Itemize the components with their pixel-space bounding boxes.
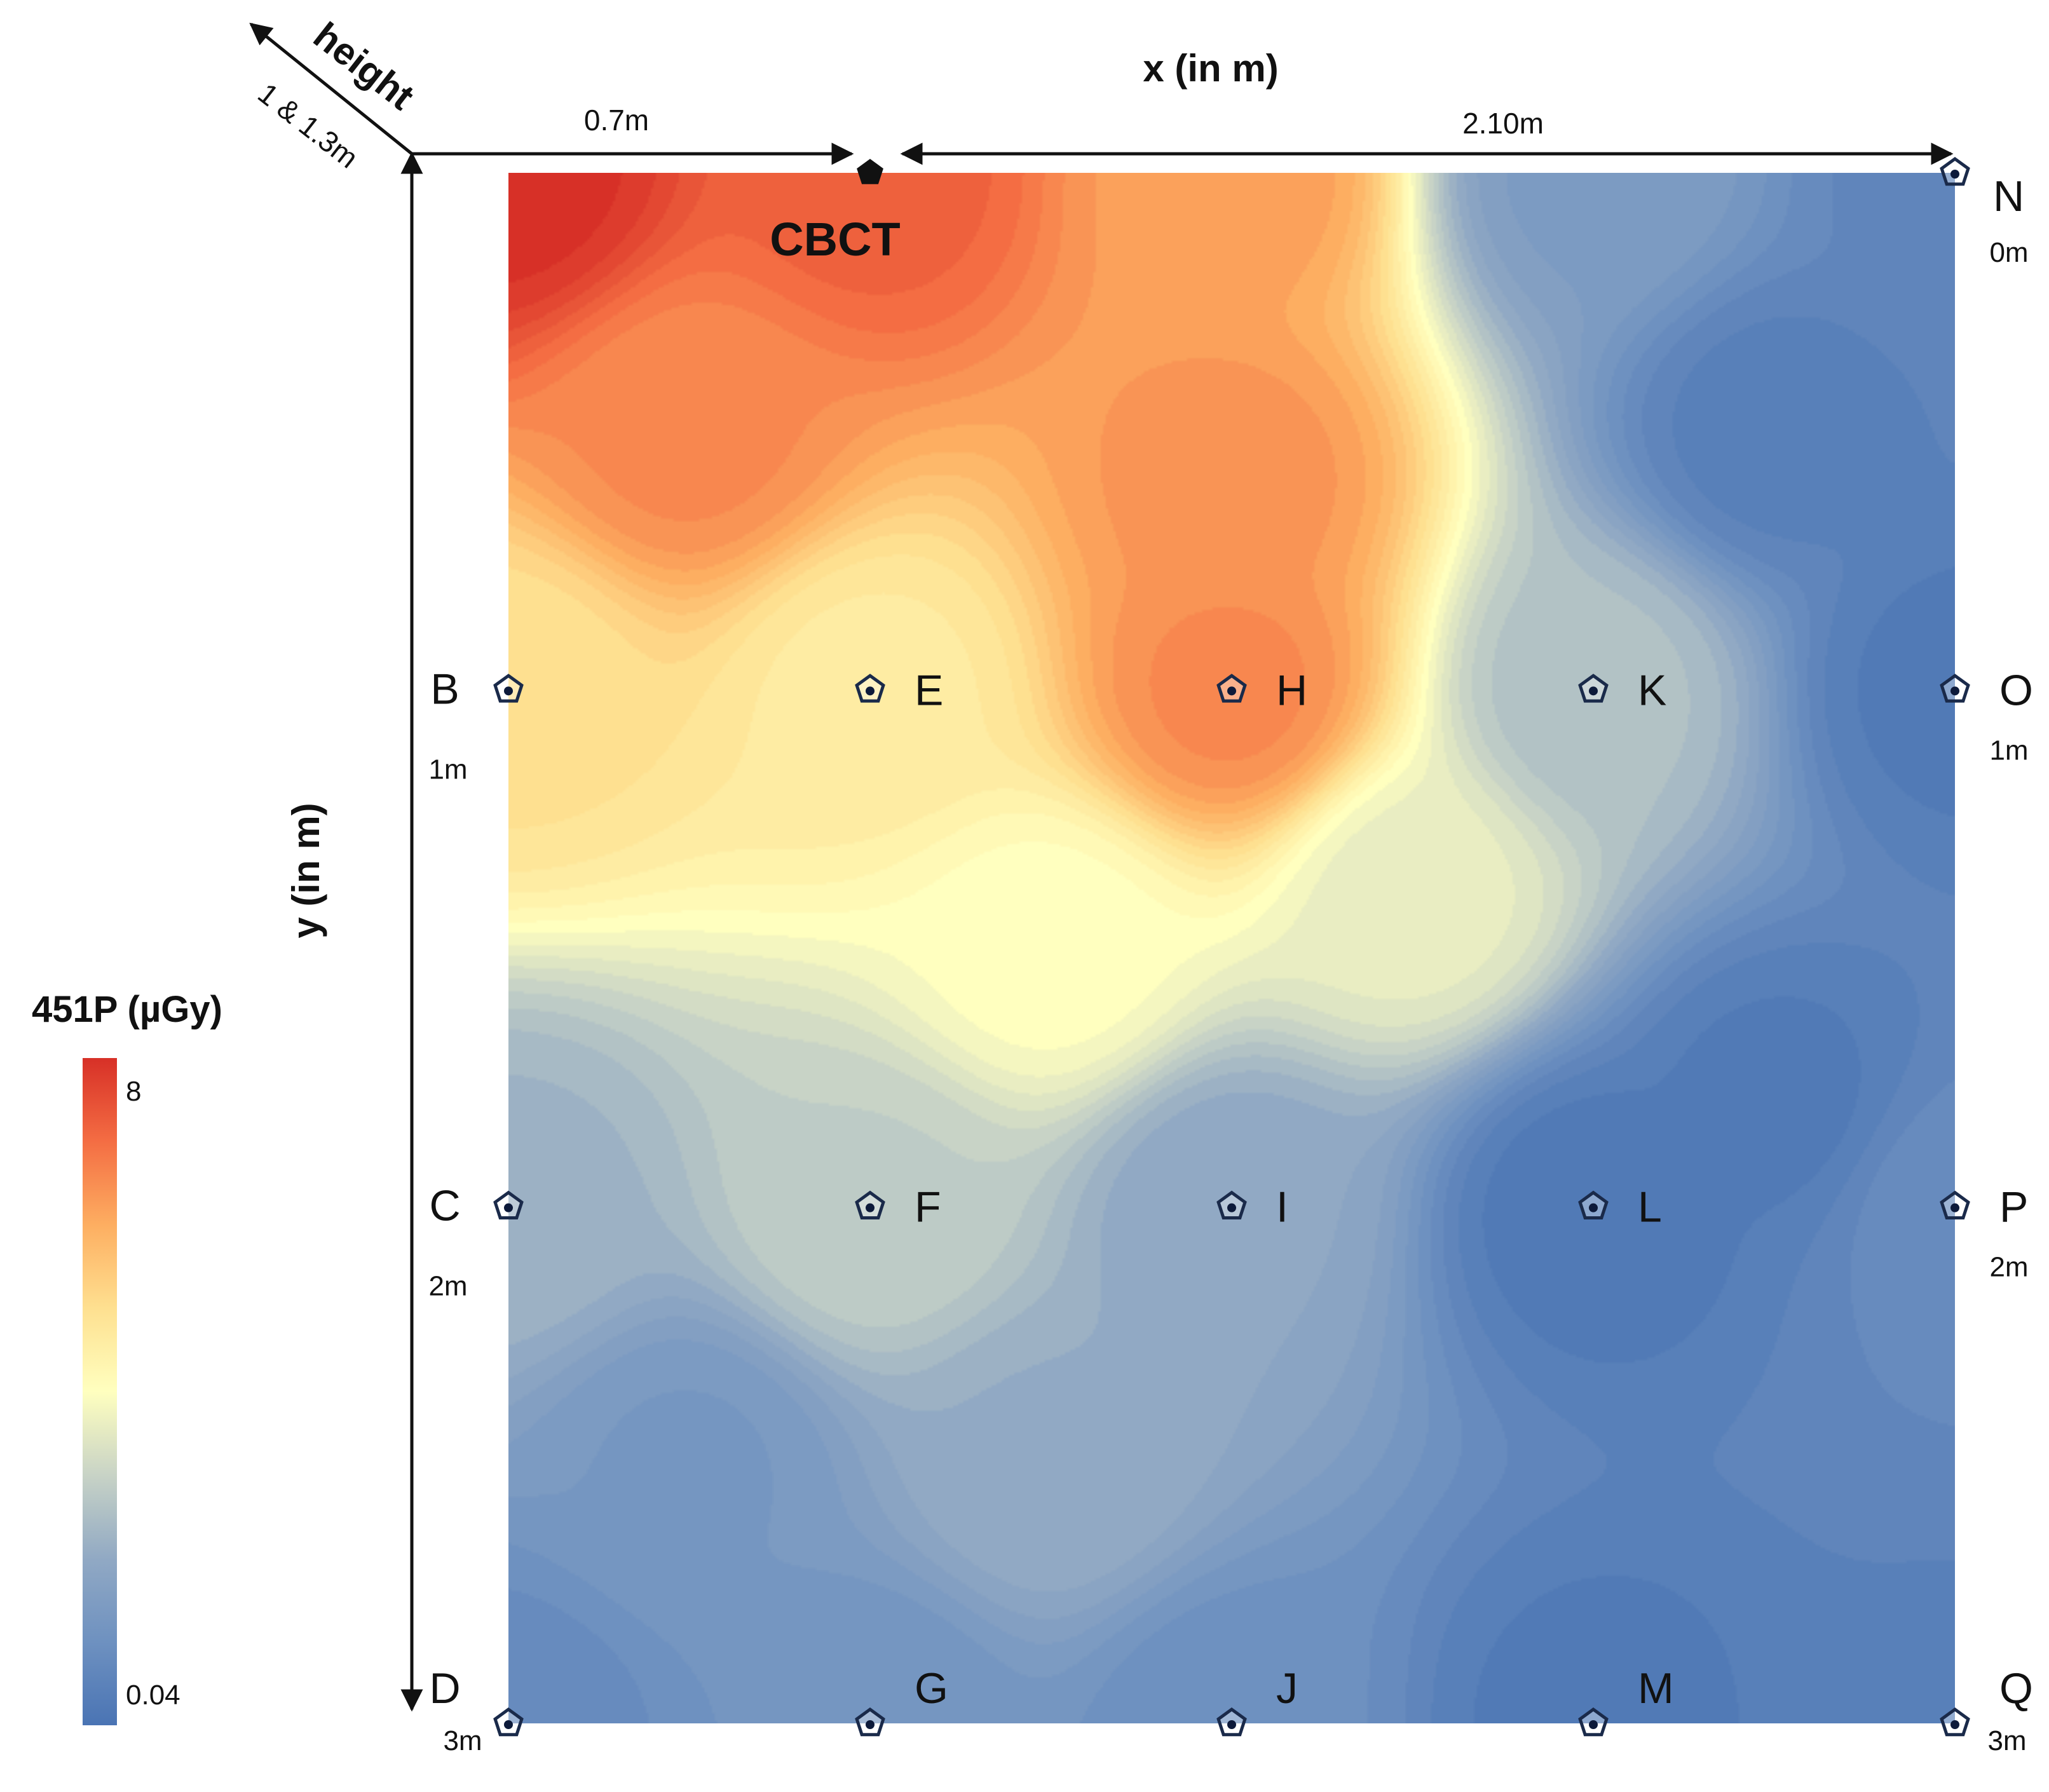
point-dot-D (504, 1720, 513, 1729)
point-J: J (1216, 1664, 1298, 1737)
point-label-P: P (1999, 1183, 2028, 1232)
measurement-points: B 1m C 2m D 3m E F G H I J K L M N 0m O 1m P 2m Q 3m (428, 156, 2033, 1756)
point-dot-Q (1950, 1720, 1959, 1729)
colorbar-title: 451P (µGy) (32, 989, 222, 1030)
point-label-M: M (1638, 1664, 1674, 1713)
point-G: G (855, 1664, 948, 1737)
point-E: E (855, 666, 943, 714)
point-label-E: E (915, 666, 943, 714)
cbct-source-marker (857, 159, 883, 184)
point-label-L: L (1638, 1183, 1662, 1232)
point-label-K: K (1638, 666, 1666, 714)
dose-heatmap (508, 173, 1955, 1723)
point-I: I (1216, 1183, 1288, 1232)
colorbar-min-label: 0.04 (126, 1680, 180, 1711)
point-dot-P (1950, 1203, 1959, 1212)
height-axis-value: 1 & 1.3m (252, 76, 364, 174)
point-label-D: D (429, 1664, 460, 1713)
point-label-N: N (1993, 172, 2024, 221)
colorbar-gradient (83, 1058, 117, 1725)
point-O: O 1m (1940, 666, 2033, 766)
point-dot-H (1227, 686, 1236, 696)
point-dot-B (504, 686, 513, 696)
cbct-source-label: CBCT (770, 213, 901, 266)
x-axis-title: x (in m) (1143, 47, 1278, 90)
point-dot-M (1589, 1720, 1598, 1729)
point-label-O: O (1999, 666, 2033, 714)
point-dot-G (866, 1720, 875, 1729)
point-label-F: F (915, 1183, 941, 1232)
point-dot-I (1227, 1203, 1236, 1212)
point-L: L (1578, 1183, 1662, 1232)
point-label-I: I (1276, 1183, 1288, 1232)
point-label-J: J (1276, 1664, 1298, 1713)
point-P: P 2m (1940, 1183, 2029, 1283)
x-dimension-right: 2.10m (1462, 107, 1544, 140)
point-B: B 1m (428, 665, 524, 785)
height-axis-line (249, 22, 413, 155)
point-M: M (1578, 1664, 1674, 1737)
point-label-B: B (430, 665, 459, 713)
x-dimension-left: 0.7m (584, 104, 649, 137)
colorbar: 451P (µGy) 8 0.04 (32, 989, 222, 1725)
position-label-O: 1m (1989, 735, 2028, 766)
cbct-source: CBCT (770, 159, 901, 266)
point-dot-C (504, 1203, 513, 1212)
point-Q: Q 3m (1940, 1664, 2033, 1756)
point-dot-O (1950, 686, 1959, 696)
height-axis-title: height (306, 14, 422, 118)
point-N: N 0m (1940, 156, 2029, 268)
position-label-N: 0m (1989, 237, 2028, 268)
point-C: C 2m (428, 1182, 524, 1302)
point-label-G: G (915, 1664, 948, 1713)
point-dot-L (1589, 1203, 1598, 1212)
point-dot-J (1227, 1720, 1236, 1729)
point-label-C: C (429, 1182, 460, 1230)
point-D: D 3m (429, 1664, 524, 1756)
point-H: H (1216, 666, 1307, 714)
point-dot-N (1950, 170, 1959, 179)
point-dot-F (866, 1203, 875, 1212)
colorbar-max-label: 8 (126, 1076, 141, 1107)
point-dot-K (1589, 686, 1598, 696)
position-label-B: 1m (428, 754, 467, 785)
position-label-P: 2m (1989, 1252, 2028, 1283)
position-label-Q: 3m (1987, 1725, 2026, 1756)
point-dot-E (866, 686, 875, 696)
position-label-D: 3m (443, 1725, 482, 1756)
y-axis-title: y (in m) (285, 803, 327, 938)
point-F: F (855, 1183, 941, 1232)
point-K: K (1578, 666, 1666, 714)
position-label-C: 2m (428, 1271, 467, 1302)
point-label-H: H (1276, 666, 1307, 714)
point-label-Q: Q (1999, 1664, 2033, 1713)
